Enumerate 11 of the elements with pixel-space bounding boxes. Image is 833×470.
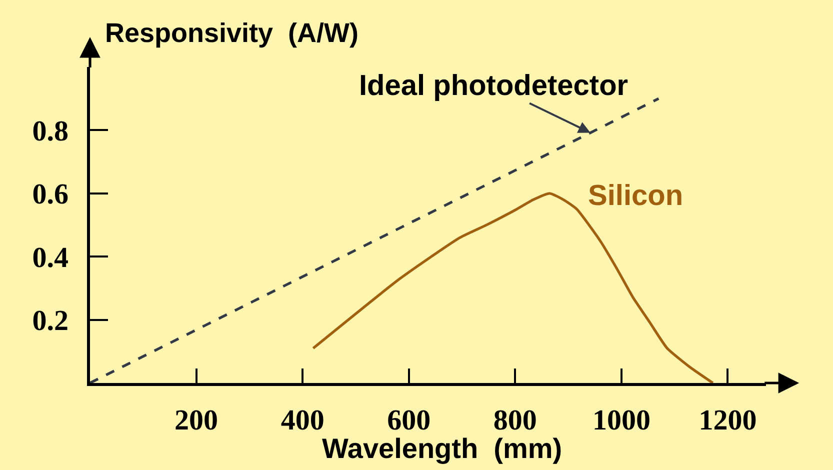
y-tick-label: 0.8 — [32, 115, 68, 148]
series-label: Ideal photodetector — [359, 70, 628, 102]
x-tick-label: 200 — [174, 404, 218, 437]
series-label: Silicon — [588, 180, 684, 212]
x-tick-label: 1200 — [698, 404, 757, 437]
y-tick-label: 0.6 — [32, 178, 68, 211]
y-tick-label: 0.4 — [32, 242, 68, 274]
y-axis-title: Responsivity (A/W) — [105, 18, 359, 48]
x-tick-label: 1000 — [592, 404, 650, 437]
x-tick-label: 400 — [280, 404, 324, 437]
y-tick-label: 0.2 — [32, 304, 68, 337]
